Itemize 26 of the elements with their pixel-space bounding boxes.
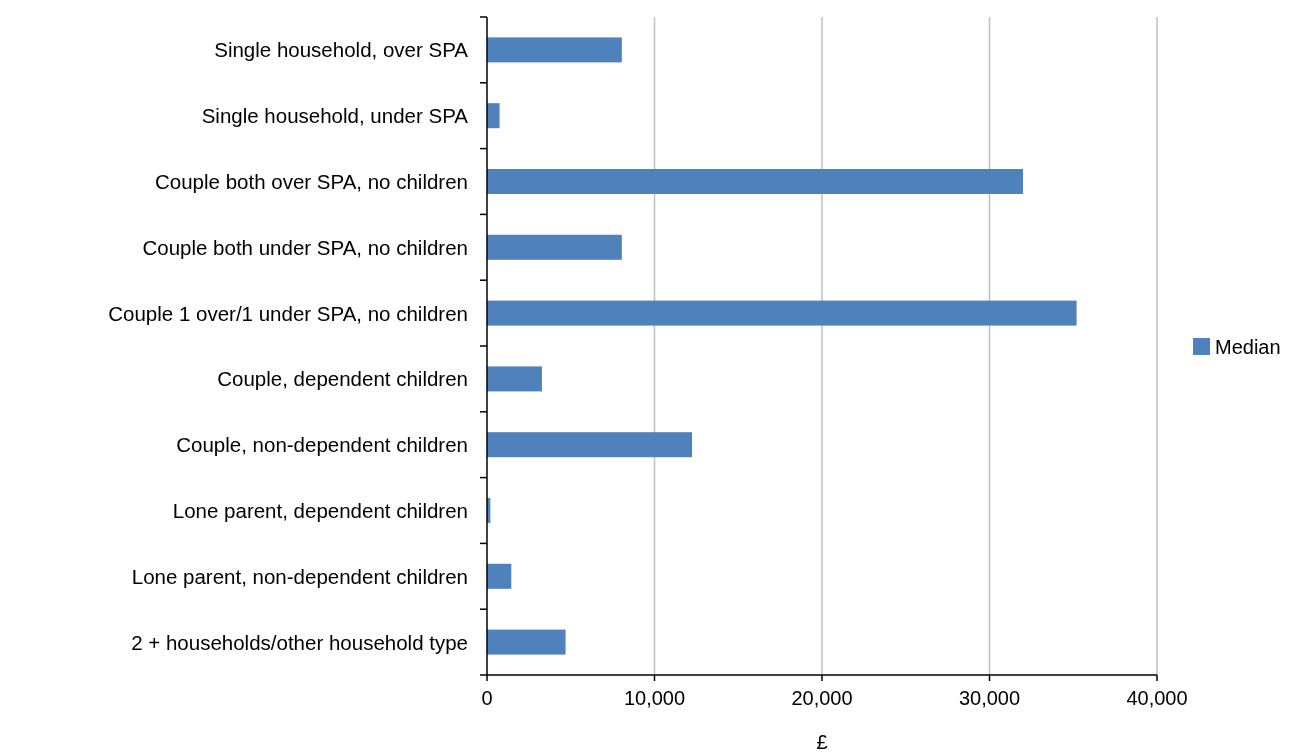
y-tick-label: Couple both over SPA, no children — [154, 170, 468, 193]
x-tick-label: 20,000 — [791, 687, 853, 709]
y-tick-label: Couple, non-dependent children — [176, 433, 468, 457]
x-axis-title: £ — [816, 731, 828, 753]
y-tick-label: Couple both under SPA, no children — [142, 235, 468, 259]
y-tick-label: Lone parent, dependent children — [172, 499, 468, 522]
y-tick-label: Lone parent, non-dependent children — [131, 564, 468, 588]
y-tick-label: 2 + households/other household type — [131, 630, 468, 654]
bar — [487, 37, 622, 63]
y-tick-label: Single household, under SPA — [201, 104, 469, 128]
y-tick-label: Single household, over SPA — [214, 38, 469, 62]
bar — [487, 103, 500, 129]
bar — [487, 169, 1023, 194]
bar — [487, 366, 542, 392]
bar — [487, 300, 1077, 326]
x-tick-label: 0 — [481, 687, 493, 709]
y-tick-label: Couple 1 over/1 under SPA, no children — [108, 301, 468, 325]
y-tick-label: Couple, dependent children — [217, 367, 468, 391]
x-tick-label: 30,000 — [958, 687, 1021, 709]
x-tick-label: 10,000 — [623, 687, 686, 709]
bar — [487, 234, 622, 260]
x-tick-label: 40,000 — [1126, 687, 1188, 709]
bar — [487, 629, 566, 655]
legend-label: Median — [1215, 336, 1281, 358]
bar — [487, 432, 693, 458]
bar — [487, 563, 512, 589]
